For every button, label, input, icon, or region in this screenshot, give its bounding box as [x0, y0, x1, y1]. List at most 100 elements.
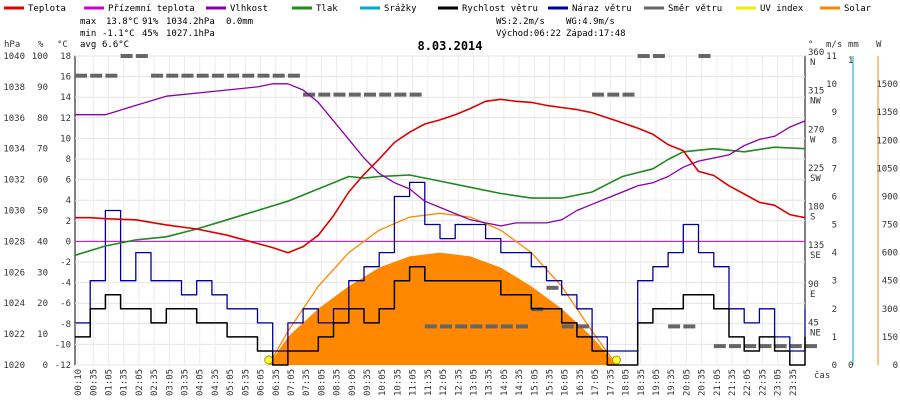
time-tick-label: 06:05: [257, 369, 267, 396]
time-tick-label: 00:10: [74, 369, 84, 396]
stat-max-temp: 13.8°C: [106, 17, 139, 27]
rychlost-v-tru-line: [75, 265, 806, 366]
time-tick-label: 20:05: [682, 369, 692, 396]
wind-direction-mark: [227, 73, 240, 78]
legend-label: Solar: [844, 4, 872, 14]
stat-min-label: min: [80, 29, 96, 39]
wind-direction-mark: [333, 92, 346, 97]
humidity-tick-label: 40: [37, 237, 48, 247]
wind-direction-mark: [151, 73, 163, 78]
rain-tick-label: 1: [848, 56, 853, 66]
pressure-tick-label: 1030: [3, 207, 25, 217]
time-tick-label: 08:05: [317, 369, 327, 396]
wind-direction-mark: [272, 73, 285, 78]
time-tick-label: 04:35: [211, 369, 221, 396]
wind-direction-mark: [759, 344, 772, 349]
temp-tick-label: -10: [55, 340, 71, 350]
legend-label: Teplota: [28, 4, 66, 14]
pressure-tick-label: 1022: [3, 330, 25, 340]
time-tick-label: 02:05: [135, 369, 145, 396]
time-tick-label: 10:05: [378, 369, 388, 396]
time-tick-label: 23:05: [774, 369, 784, 396]
pressure-tick-label: 1036: [3, 114, 25, 124]
pct-unit: %: [38, 40, 44, 50]
wind-direction-mark: [774, 344, 787, 349]
pressure-tick-label: 1026: [3, 268, 25, 278]
legend-label: Srážky: [384, 4, 417, 14]
direction-tick-name: NE: [810, 328, 821, 338]
time-tick-label: 17:05: [591, 369, 601, 396]
time-tick-label: 15:35: [546, 369, 556, 396]
wind-tick-label: 2: [832, 305, 837, 315]
solar-tick-label: 450: [882, 277, 898, 287]
stat-max-label: max: [80, 17, 97, 27]
temp-tick-label: -8: [60, 320, 71, 330]
wind-direction-mark: [166, 73, 179, 78]
legend: Teplota Přízemní teplota Vlhkost Tlak Srážky…: [4, 4, 872, 14]
wind-direction-mark: [668, 324, 681, 329]
time-tick-label: 00:35: [89, 369, 99, 396]
wind-direction-mark: [652, 54, 665, 58]
humidity-tick-label: 20: [37, 299, 48, 309]
sunrise-time: Východ:06:22: [496, 29, 561, 39]
direction-tick-name: W: [810, 135, 816, 145]
wind-tick-label: 3: [832, 277, 837, 287]
wind-tick-label: 1: [832, 333, 837, 343]
time-tick-label: 09:35: [363, 369, 373, 396]
n-raz-v-tru-line: [75, 181, 806, 352]
stat-min-press: 1027.1hPa: [166, 29, 215, 39]
wind-direction-mark: [440, 324, 452, 329]
stat-rain: 0.0mm: [226, 17, 253, 27]
direction-tick-name: SW: [810, 174, 821, 184]
humidity-tick-label: 70: [37, 145, 48, 155]
sunrise-marker: [264, 355, 274, 365]
stat-max-press: 1034.2hPa: [166, 17, 215, 27]
direction-tick-name: S: [810, 213, 815, 223]
temp-tick-label: 18: [60, 52, 71, 62]
wind-direction-mark: [470, 324, 483, 329]
time-tick-label: 16:05: [561, 369, 571, 396]
x-axis-label: čas: [814, 370, 830, 381]
time-tick-label: 02:35: [150, 369, 160, 396]
direction-tick-degrees: 90: [808, 280, 819, 290]
wind-direction-mark: [379, 92, 392, 97]
legend-label: Přízemní teplota: [108, 4, 195, 14]
humidity-tick-label: 10: [37, 330, 48, 340]
time-tick-label: 14:35: [515, 369, 525, 396]
wind-direction-mark: [196, 73, 209, 78]
wind-direction-mark: [683, 324, 696, 329]
temp-tick-label: 12: [60, 114, 71, 124]
time-tick-label: 04:05: [196, 369, 206, 396]
direction-tick-degrees: 135: [808, 241, 824, 251]
wind-direction-mark: [637, 54, 650, 58]
humidity-tick-label: 80: [37, 114, 48, 124]
time-tick-label: 01:35: [120, 369, 130, 396]
wind-direction-mark: [257, 73, 270, 78]
wind-direction-mark: [744, 344, 757, 349]
time-tick-label: 18:05: [622, 369, 632, 396]
wind-direction-mark: [409, 92, 422, 97]
temp-unit: °C: [57, 40, 68, 50]
wind-direction-mark: [348, 92, 361, 97]
solar-tick-label: 1200: [876, 136, 898, 146]
wind-direction-mark: [789, 344, 802, 349]
time-tick-label: 21:35: [728, 369, 738, 396]
humidity-tick-label: 100: [32, 52, 48, 62]
temp-tick-label: -4: [60, 279, 71, 289]
solar-tick-label: 1050: [876, 164, 898, 174]
wind-gust-max: WG:4.9m/s: [566, 17, 615, 27]
wind-direction-mark: [135, 54, 148, 58]
solar-tick-label: 300: [882, 305, 898, 315]
wind-direction-mark: [698, 54, 711, 58]
wind-direction-mark: [120, 54, 133, 58]
time-tick-label: 13:05: [469, 369, 479, 396]
wind-direction-mark: [181, 73, 194, 78]
pressure-tick-label: 1028: [3, 237, 25, 247]
solar-area: [268, 252, 617, 365]
wind-direction-mark: [424, 324, 437, 329]
stat-avg-temp: 6.6°C: [102, 40, 129, 50]
time-tick-label: 06:35: [272, 369, 282, 396]
solar-tick-label: 0: [893, 361, 898, 371]
time-tick-label: 05:35: [241, 369, 251, 396]
wind-tick-label: 6: [832, 192, 837, 202]
